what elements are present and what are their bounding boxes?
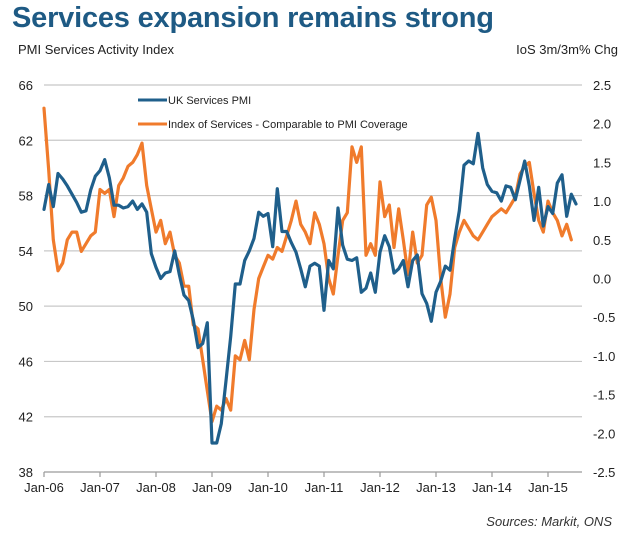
x-tick-label: Jan-09 xyxy=(192,480,232,495)
chart-title: Services expansion remains strong xyxy=(12,2,494,34)
left-axis-ticks: 66 62 58 54 50 46 42 38 xyxy=(19,78,33,480)
left-tick-label: 38 xyxy=(19,465,33,480)
left-tick-label: 50 xyxy=(19,299,33,314)
left-tick-label: 54 xyxy=(19,244,33,259)
x-tick-label: Jan-15 xyxy=(528,480,568,495)
x-tick-label: Jan-11 xyxy=(305,480,344,495)
uk-services-pmi-line xyxy=(42,131,578,445)
right-tick-label: -2.5 xyxy=(593,465,615,480)
x-tick-label: Jan-12 xyxy=(360,480,400,495)
x-axis: Jan-06 Jan-07 Jan-08 Jan-09 Jan-10 Jan-11 Jan-… xyxy=(24,471,582,495)
right-axis-ticks: 2.5 2.0 1.5 1.0 0.5 0.0 -0.5 -1.0 -1.5 -2.0 -2.5 xyxy=(593,78,615,480)
right-tick-label: -0.5 xyxy=(593,310,615,325)
x-tick-label: Jan-08 xyxy=(136,480,176,495)
right-tick-label: 1.5 xyxy=(593,155,611,170)
index-of-services-line xyxy=(42,106,573,424)
right-tick-label: 2.0 xyxy=(593,117,611,132)
x-tick-label: Jan-14 xyxy=(472,480,512,495)
legend-label-ios: Index of Services - Comparable to PMI Co… xyxy=(168,119,408,131)
right-tick-label: 2.5 xyxy=(593,78,611,93)
legend-label-pmi: UK Services PMI xyxy=(168,95,251,107)
left-tick-label: 46 xyxy=(19,354,33,369)
gridlines xyxy=(44,84,582,418)
right-tick-label: -2.0 xyxy=(593,426,615,441)
series-lines xyxy=(42,106,578,445)
source-note: Sources: Markit, ONS xyxy=(486,514,612,529)
legend: UK Services PMI Index of Services - Compa… xyxy=(138,95,408,131)
x-tick-label: Jan-10 xyxy=(248,480,288,495)
x-tick-label: Jan-13 xyxy=(416,480,456,495)
left-tick-label: 66 xyxy=(19,78,33,93)
right-tick-label: 0.5 xyxy=(593,233,611,248)
x-tick-label: Jan-06 xyxy=(24,480,64,495)
x-tick-label: Jan-07 xyxy=(80,480,120,495)
left-tick-label: 62 xyxy=(19,133,33,148)
left-axis-title: PMI Services Activity Index xyxy=(18,42,175,57)
right-tick-label: 1.0 xyxy=(593,194,611,209)
right-tick-label: -1.0 xyxy=(593,349,615,364)
left-tick-label: 42 xyxy=(19,410,33,425)
left-tick-label: 58 xyxy=(19,189,33,204)
right-tick-label: 0.0 xyxy=(593,272,611,287)
right-tick-label: -1.5 xyxy=(593,388,615,403)
right-axis-title: IoS 3m/3m% Chg xyxy=(516,42,618,57)
